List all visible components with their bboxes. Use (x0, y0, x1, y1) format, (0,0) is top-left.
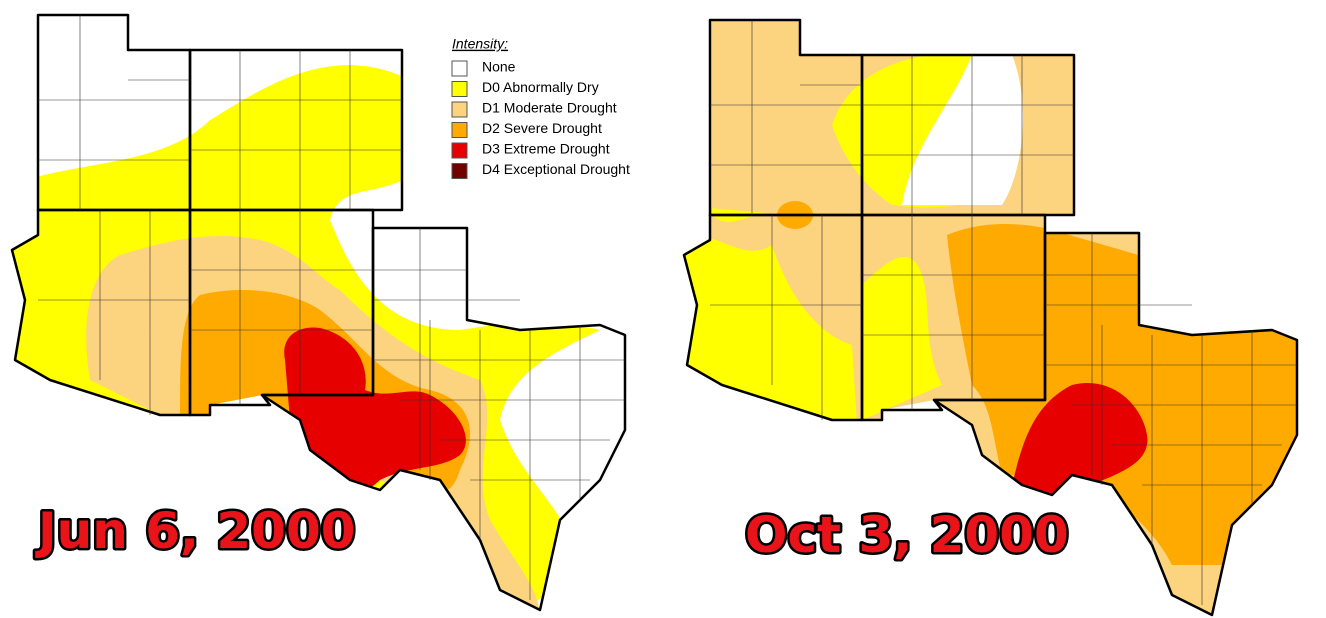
area-d3 (284, 327, 466, 492)
legend-swatch (451, 163, 468, 179)
legend-swatch (451, 122, 468, 138)
legend-swatch (451, 81, 468, 97)
legend-swatch (451, 142, 468, 159)
legend-label: D2 Severe Drought (482, 120, 602, 136)
legend: Intensity: None D0 Abnormally Dry D1 Moder… (451, 36, 630, 179)
map-date: Oct 3, 2000 (745, 506, 1069, 564)
legend-label: D3 Extreme Drought (482, 141, 610, 157)
legend-items: None D0 Abnormally Dry D1 Moderate Drought… (451, 59, 630, 179)
legend-swatch (451, 60, 468, 77)
area-d0 (684, 20, 1022, 425)
legend-label: D4 Exceptional Drought (482, 161, 630, 177)
map-date: Jun 6, 2000 (35, 502, 356, 560)
legend-title: Intensity: (452, 36, 508, 52)
legend-label: D1 Moderate Drought (482, 100, 617, 116)
legend-swatch (451, 101, 468, 118)
legend-label: D0 Abnormally Dry (482, 79, 599, 95)
area-none (902, 55, 1023, 205)
legend-label: None (482, 59, 516, 75)
